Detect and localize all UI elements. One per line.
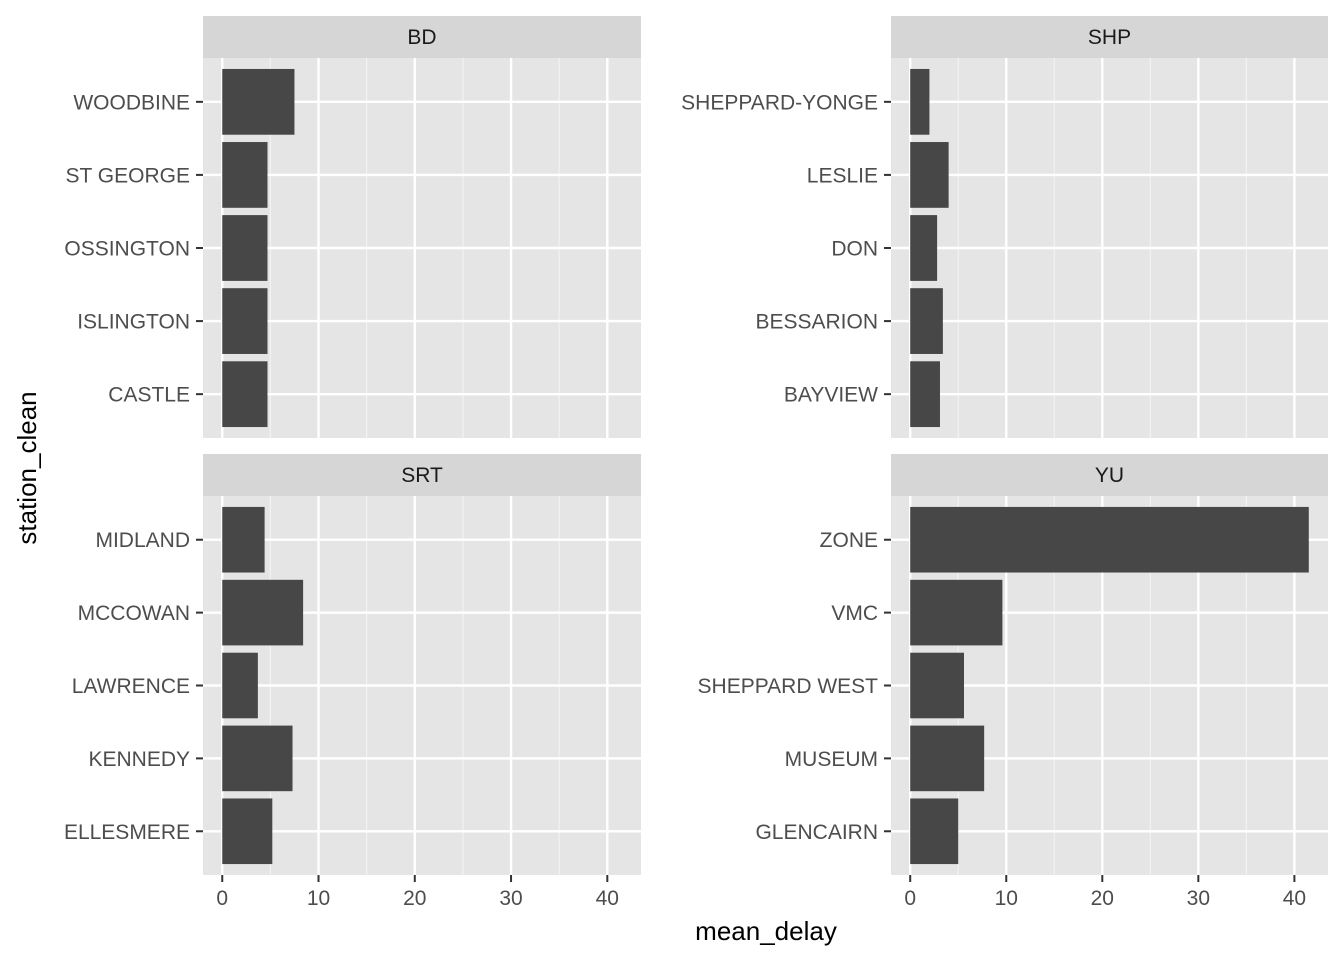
y-tick-label: LAWRENCE xyxy=(72,675,190,698)
y-tick-label: BESSARION xyxy=(755,311,878,334)
y-tick-label: ELLESMERE xyxy=(64,821,190,844)
bar xyxy=(222,652,258,719)
x-tick-label: 0 xyxy=(216,887,228,910)
bar xyxy=(910,579,1003,646)
y-tick-label: MUSEUM xyxy=(785,748,878,771)
bar xyxy=(222,506,265,573)
bar xyxy=(222,798,273,865)
facet-strip-label: BD xyxy=(407,26,436,49)
bar xyxy=(910,215,938,281)
facet-strip-label: SHP xyxy=(1088,26,1131,49)
y-tick-label: CASTLE xyxy=(108,384,190,407)
y-tick-label: OSSINGTON xyxy=(64,238,190,261)
y-tick-label: VMC xyxy=(831,602,878,625)
bar xyxy=(910,652,964,719)
bar xyxy=(910,725,985,792)
y-tick-label: ISLINGTON xyxy=(77,311,190,334)
x-tick-label: 30 xyxy=(1187,887,1210,910)
y-tick-label: WOODBINE xyxy=(73,91,190,114)
y-tick-label: LESLIE xyxy=(807,164,878,187)
bar xyxy=(222,579,304,646)
facet-strip xyxy=(891,16,1328,58)
bar xyxy=(222,142,268,208)
bar xyxy=(910,506,1309,573)
y-tick-label: ZONE xyxy=(820,529,878,552)
bar xyxy=(222,68,295,135)
y-tick-label: GLENCAIRN xyxy=(755,821,878,844)
y-tick-label: KENNEDY xyxy=(88,748,190,771)
bar xyxy=(222,725,293,792)
x-tick-label: 10 xyxy=(995,887,1018,910)
y-tick-label: BAYVIEW xyxy=(784,384,878,407)
facet-strip xyxy=(203,454,641,496)
y-tick-label: MCCOWAN xyxy=(78,602,190,625)
x-tick-label: 30 xyxy=(499,887,522,910)
facet-strip-label: SRT xyxy=(401,464,443,487)
bar xyxy=(910,361,940,428)
x-axis-title: mean_delay xyxy=(695,916,837,946)
bar xyxy=(910,288,943,354)
y-tick-label: ST GEORGE xyxy=(66,164,190,187)
y-axis-title: station_clean xyxy=(12,391,42,544)
bar xyxy=(222,361,268,428)
x-tick-label: 0 xyxy=(904,887,916,910)
bar xyxy=(222,215,268,281)
x-tick-label: 40 xyxy=(1283,887,1306,910)
x-tick-label: 20 xyxy=(1091,887,1114,910)
facet-strip-label: YU xyxy=(1095,464,1124,487)
facet-strip xyxy=(891,454,1328,496)
bar xyxy=(910,142,949,208)
y-tick-label: SHEPPARD-YONGE xyxy=(681,91,878,114)
x-tick-label: 10 xyxy=(307,887,330,910)
x-tick-label: 40 xyxy=(596,887,619,910)
bar xyxy=(910,798,959,865)
bar xyxy=(222,288,268,354)
x-tick-label: 20 xyxy=(403,887,426,910)
y-tick-label: DON xyxy=(831,238,878,261)
y-tick-label: SHEPPARD WEST xyxy=(698,675,879,698)
y-tick-label: MIDLAND xyxy=(95,529,190,552)
facet-strip xyxy=(203,16,641,58)
bar xyxy=(910,68,930,135)
